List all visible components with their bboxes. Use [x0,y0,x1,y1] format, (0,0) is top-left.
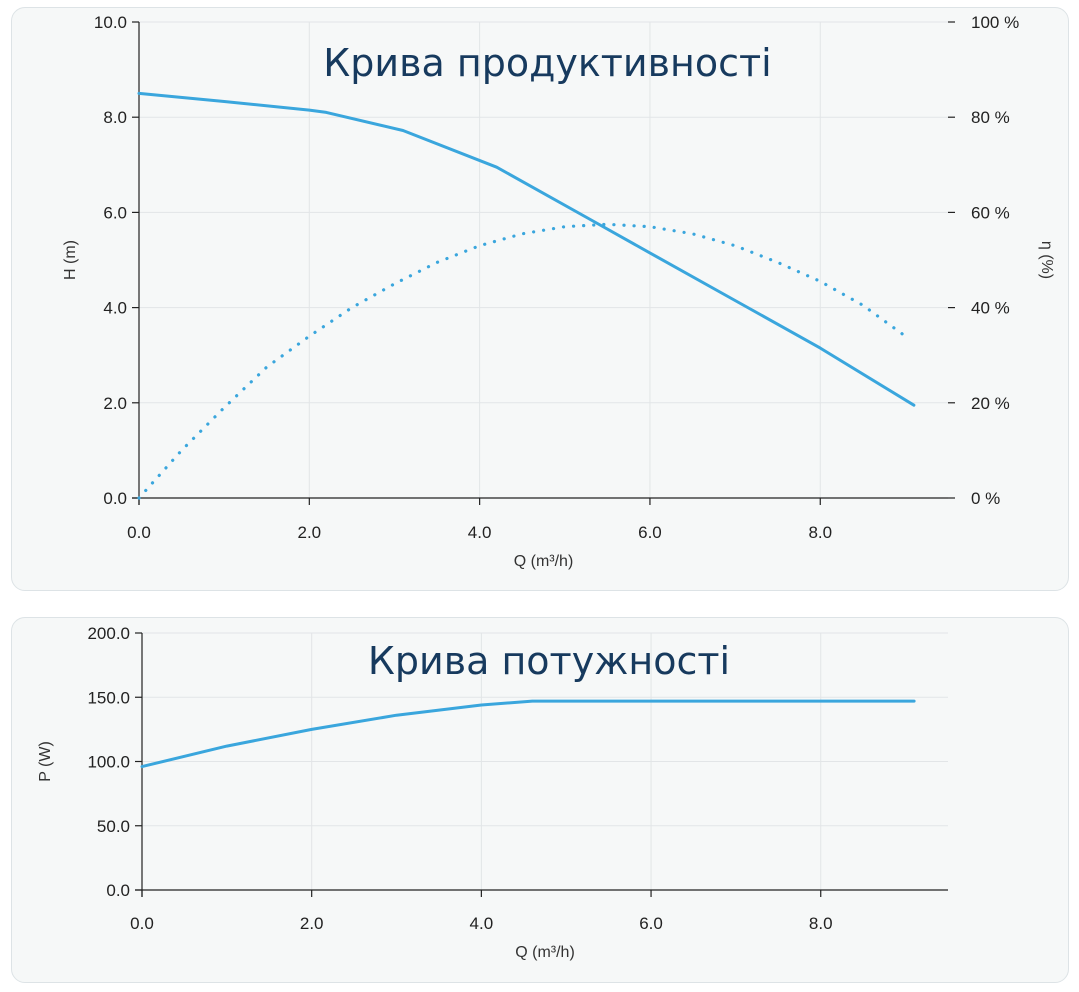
x-tick-label: 6.0 [638,523,662,542]
head-series-line [137,91,916,407]
y2-tick-label: 40 % [971,299,1010,318]
y-tick-label: 150.0 [87,688,130,707]
x-tick-label: 2.0 [297,523,321,542]
y2-tick-label: 60 % [971,203,1010,222]
x-tick-label: 2.0 [300,914,324,933]
y-tick-label: 0.0 [103,489,127,508]
y-tick-label: 8.0 [103,108,127,127]
y-axis-label: H (m) [62,240,79,280]
x-axis-label: Q (m³/h) [515,944,575,961]
y-axis-label: P (W) [37,741,54,782]
chart-title: Крива потужності [368,639,730,683]
y-tick-label: 2.0 [103,394,127,413]
y2-axis-label: η (%) [1038,241,1055,279]
y-tick-label: 200.0 [87,624,130,643]
x-tick-label: 4.0 [468,523,492,542]
chart-title: Крива продуктивності [323,41,771,85]
power-series-line [140,699,916,769]
x-tick-label: 8.0 [808,523,832,542]
y2-tick-label: 0 % [971,489,1000,508]
y-tick-label: 0.0 [106,881,130,900]
y-tick-label: 4.0 [103,299,127,318]
y2-tick-label: 100 % [971,13,1019,32]
y2-tick-label: 80 % [971,108,1010,127]
x-tick-label: 6.0 [639,914,663,933]
y-tick-label: 50.0 [97,817,130,836]
power-chart-panel [11,617,1069,983]
y2-tick-label: 20 % [971,394,1010,413]
y-tick-label: 10.0 [94,13,127,32]
x-tick-label: 0.0 [130,914,154,933]
x-tick-label: 0.0 [127,523,151,542]
x-tick-label: 8.0 [809,914,833,933]
x-axis-label: Q (m³/h) [514,553,574,570]
x-tick-label: 4.0 [470,914,494,933]
performance-chart-panel [11,7,1069,591]
y-tick-label: 100.0 [87,753,130,772]
y-tick-label: 6.0 [103,203,127,222]
efficiency-series-line [137,222,907,500]
